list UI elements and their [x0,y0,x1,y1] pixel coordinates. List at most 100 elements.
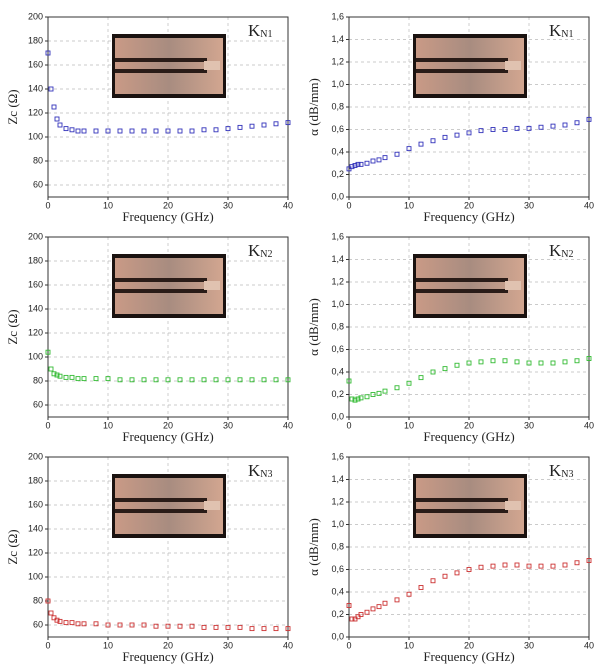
annotation: KN1 [549,21,574,40]
marker [550,123,556,129]
marker [538,124,544,130]
y-tick-label: 0,0 [331,631,344,641]
marker [526,125,532,131]
marker [538,563,544,569]
marker [586,356,592,361]
y-tick-label: 1,4 [331,254,344,264]
marker [358,395,364,401]
x-tick-label: 30 [223,200,233,210]
y-tick-label: 100 [28,571,43,581]
y-tick-label: 80 [33,595,43,605]
marker [177,377,183,383]
marker [514,359,520,365]
inset-trace [115,58,207,62]
y-tick-label: 100 [28,351,43,361]
inset-trace [115,69,207,73]
marker [54,116,60,122]
marker [69,374,75,380]
marker [117,622,123,628]
marker [418,141,424,147]
marker [364,609,370,615]
y-tick-label: 0,4 [331,146,344,156]
marker [394,597,400,603]
marker [514,562,520,568]
y-tick-label: 0,2 [331,389,344,399]
marker [129,377,135,383]
marker [153,623,159,629]
marker [526,563,532,569]
marker [51,371,57,377]
marker [394,385,400,391]
marker [562,359,568,365]
marker [285,626,291,632]
annotation-main: K [248,21,261,40]
x-tick-label: 0 [346,200,351,210]
y-tick-label: 200 [28,451,43,461]
annotation-main: K [549,21,562,40]
marker [586,116,592,122]
x-tick-label: 10 [103,420,113,430]
marker [382,155,388,161]
y-tick-label: 160 [28,59,43,69]
marker [48,86,54,92]
y-tick-label: 0,4 [331,366,344,376]
x-tick-label: 0 [346,420,351,430]
marker [165,623,171,629]
marker [285,377,291,383]
y-tick-label: 60 [33,399,43,409]
marker [550,360,556,366]
marker [442,134,448,140]
marker [574,358,580,364]
y-tick-label: 180 [28,255,43,265]
y-axis-title: Zc (Ω) [5,89,20,124]
marker [117,377,123,383]
annotation-sub: N1 [260,29,272,40]
marker [141,128,147,134]
marker [466,130,472,136]
marker [201,127,207,133]
y-tick-label: 160 [28,279,43,289]
marker [406,591,412,597]
marker [355,161,361,167]
marker [81,128,87,134]
y-tick-label: 200 [28,231,43,241]
marker [75,621,81,627]
marker [261,122,267,128]
y-tick-label: 0,8 [331,321,344,331]
x-tick-label: 40 [584,640,594,650]
y-axis-title: Zc (Ω) [5,309,20,344]
marker [54,617,60,623]
marker [376,390,382,396]
x-tick-label: 10 [103,200,113,210]
marker [430,578,436,584]
annotation-sub: N2 [561,249,573,260]
y-tick-label: 180 [28,475,43,485]
marker [153,128,159,134]
marker [141,377,147,383]
inset-pad [204,501,220,510]
marker [406,380,412,386]
inset-pad [505,61,521,70]
y-tick-label: 0,6 [331,344,344,354]
x-axis-title: Frequency (GHz) [122,209,213,224]
y-tick-label: 1,0 [331,79,344,89]
y-tick-label: 140 [28,303,43,313]
marker [45,50,51,56]
marker [574,560,580,566]
marker [490,358,496,364]
inset-pad [204,61,220,70]
marker [213,624,219,630]
marker [502,358,508,364]
y-tick-label: 200 [28,11,43,21]
y-tick-label: 0,4 [331,586,344,596]
marker [442,366,448,372]
inset-trace [416,509,508,513]
inset-trace [115,289,207,293]
x-tick-label: 10 [404,200,414,210]
x-tick-label: 40 [584,200,594,210]
x-tick-label: 30 [524,200,534,210]
marker [478,564,484,570]
marker [81,621,87,627]
marker [81,376,87,382]
y-tick-label: 60 [33,179,43,189]
